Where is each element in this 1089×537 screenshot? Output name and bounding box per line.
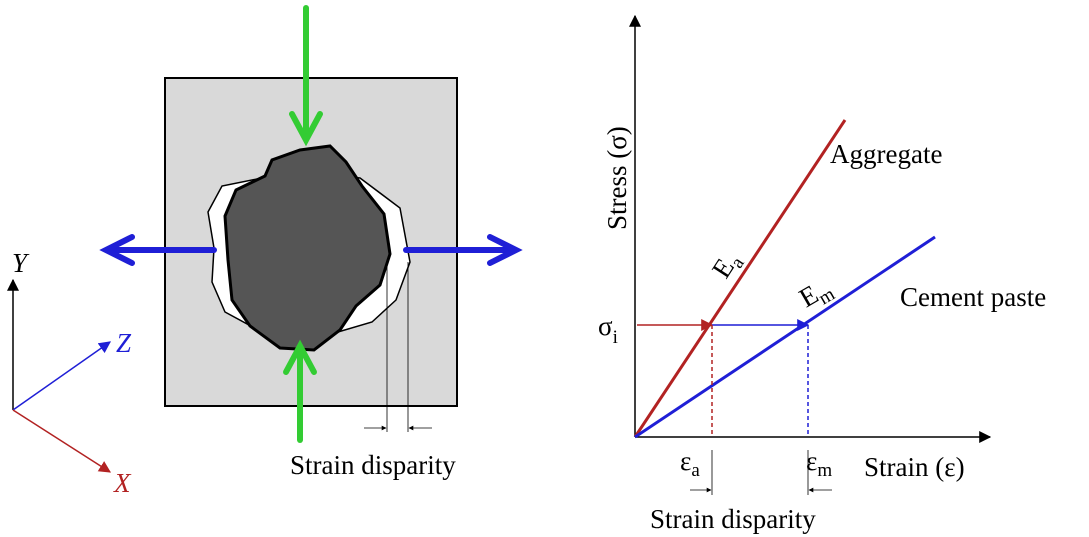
x-label: X (113, 468, 132, 498)
strain-disparity-label-right: Strain disparity (650, 504, 816, 534)
z-label: Z (116, 328, 132, 358)
y-label: Y (12, 248, 30, 278)
disparity-guides-right (690, 450, 832, 495)
strain-label: Strain (ε) (864, 452, 965, 482)
paste-line (634, 235, 936, 439)
aggregate-label: Aggregate (830, 139, 942, 169)
aggregate-line (633, 119, 847, 438)
aggregate-particle (223, 144, 392, 352)
z-axis (12, 341, 111, 411)
em-label: Em (794, 271, 839, 317)
compression-arrows (283, 5, 323, 443)
eps-m-label: εm (806, 446, 832, 481)
ea-label: Ea (706, 246, 749, 286)
disparity-guides (364, 262, 432, 432)
eps-a-label: εa (680, 446, 700, 481)
stress-label: Stress (σ) (602, 126, 632, 230)
cement-paste-label: Cement paste (900, 282, 1046, 312)
x-axis (12, 409, 112, 473)
strain-disparity-label: Strain disparity (290, 450, 456, 480)
tension-arrows (99, 234, 523, 266)
sigma-i-label: σi (598, 311, 618, 348)
